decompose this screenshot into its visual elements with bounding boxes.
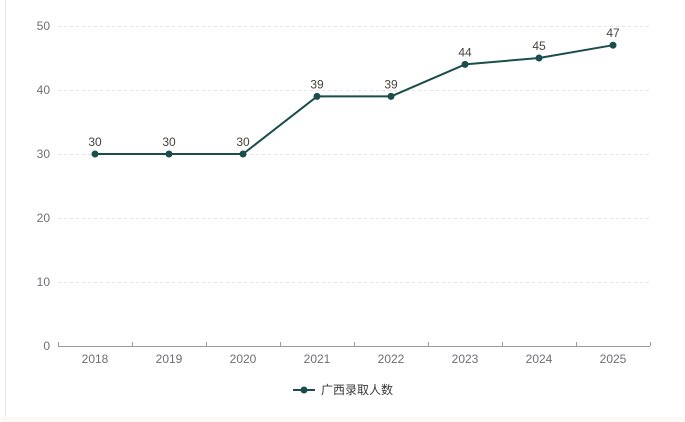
- x-axis-tick-label: 2022: [378, 352, 405, 366]
- data-point-label: 30: [236, 135, 250, 149]
- data-point-label: 47: [606, 26, 620, 40]
- line-dot-legend-marker: [292, 386, 315, 394]
- container-left-border: [5, 0, 6, 417]
- data-point-label: 30: [162, 135, 176, 149]
- gridlines: [58, 26, 650, 283]
- x-axis-tick-label: 2018: [82, 352, 109, 366]
- series-line: [95, 44, 614, 155]
- x-axis: [58, 342, 651, 347]
- y-axis-tick-label: 30: [37, 147, 51, 161]
- y-axis-labels: 0 10 20 30 40 50: [37, 19, 51, 353]
- data-point[interactable]: [165, 150, 173, 158]
- y-axis-tick-label: 40: [37, 83, 51, 97]
- data-point[interactable]: [609, 41, 617, 49]
- data-point-label: 45: [532, 39, 546, 53]
- data-points: [91, 41, 617, 158]
- data-point[interactable]: [239, 150, 247, 158]
- y-axis-tick-label: 50: [37, 19, 51, 33]
- data-point[interactable]: [313, 92, 321, 100]
- x-axis-tick-label: 2021: [304, 352, 331, 366]
- legend-item[interactable]: 广西录取人数: [292, 383, 393, 397]
- data-point-label: 44: [458, 45, 472, 59]
- container-bottom-border: [0, 417, 685, 422]
- x-axis-tick-label: 2023: [452, 352, 479, 366]
- data-point[interactable]: [461, 60, 469, 68]
- x-axis-tick-label: 2020: [230, 352, 257, 366]
- x-axis-tick-label: 2019: [156, 352, 183, 366]
- legend: 广西录取人数: [0, 379, 685, 401]
- data-point-label: 30: [88, 135, 102, 149]
- x-axis-tick-label: 2024: [526, 352, 553, 366]
- data-labels: 30 30 30 39 39 44 45 47: [88, 26, 620, 149]
- x-axis-tick-label: 2025: [600, 352, 627, 366]
- data-point-label: 39: [384, 77, 398, 91]
- data-point[interactable]: [535, 54, 543, 62]
- y-axis-tick-label: 0: [43, 339, 50, 353]
- y-axis-tick-label: 10: [37, 275, 51, 289]
- data-point-label: 39: [310, 77, 324, 91]
- data-point[interactable]: [387, 92, 395, 100]
- data-point[interactable]: [91, 150, 99, 158]
- x-axis-labels: 2018 2019 2020 2021 2022 2023 2024 2025: [82, 352, 627, 366]
- legend-label: 广西录取人数: [320, 383, 393, 397]
- y-axis-tick-label: 20: [37, 211, 51, 225]
